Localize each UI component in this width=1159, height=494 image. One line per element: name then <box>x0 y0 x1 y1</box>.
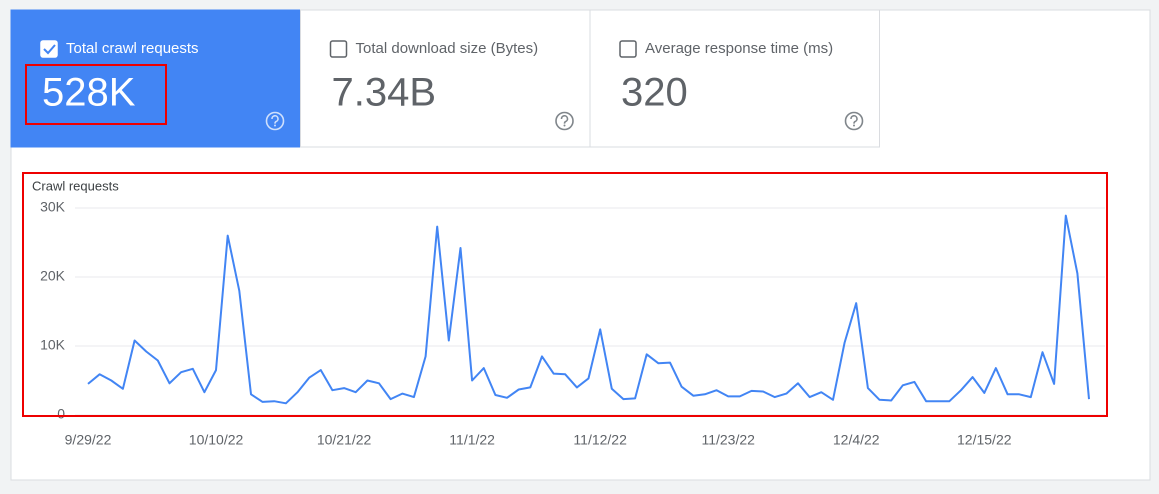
x-tick-label: 12/15/22 <box>957 432 1012 448</box>
cards: Total crawl requests 528K Total download s… <box>10 9 880 148</box>
metric-card[interactable]: Total crawl requests 528K <box>10 9 301 148</box>
checkbox[interactable] <box>329 40 348 58</box>
y-axis-label: Crawl requests <box>32 178 119 193</box>
help-icon-dot <box>853 124 855 127</box>
x-tick-label: 9/29/22 <box>65 432 112 448</box>
help-icon[interactable] <box>844 111 864 131</box>
y-tick-label: 30K <box>40 199 66 215</box>
card-value: 320 <box>621 71 688 115</box>
x-tick-label: 11/1/22 <box>449 432 495 448</box>
card-value: 528K <box>42 71 136 115</box>
metric-card[interactable]: Average response time (ms) 320 <box>589 9 880 148</box>
help-icon-glyph <box>271 115 279 124</box>
help-icon[interactable] <box>555 111 574 131</box>
y-tick-label: 0 <box>57 406 65 422</box>
highlight-box <box>22 172 1108 417</box>
y-tick-label: 20K <box>40 268 66 284</box>
card-label: Total download size (Bytes) <box>356 40 539 57</box>
x-tick-label: 10/21/22 <box>317 432 372 448</box>
x-tick-label: 10/10/22 <box>189 432 244 448</box>
x-tick-label: 11/12/22 <box>573 432 627 448</box>
highlight-box <box>25 64 167 125</box>
metric-card[interactable]: Total download size (Bytes) 7.34B <box>300 9 591 148</box>
help-icon-glyph <box>850 115 858 124</box>
card-value: 7.34B <box>332 71 437 115</box>
x-tick-label: 12/4/22 <box>833 432 880 448</box>
help-icon-dot <box>563 124 566 127</box>
help-icon-glyph <box>560 115 569 124</box>
check-mark <box>43 44 56 55</box>
data-line <box>87 214 1090 405</box>
y-tick-label: 10K <box>40 337 66 353</box>
help-icon[interactable] <box>265 111 285 131</box>
card-label: Average response time (ms) <box>645 40 833 57</box>
card-label: Total crawl requests <box>66 40 199 57</box>
x-tick-label: 11/23/22 <box>701 432 755 448</box>
help-icon-dot <box>274 124 276 127</box>
card-bg <box>589 9 880 148</box>
card-bg <box>300 9 591 148</box>
checkbox[interactable] <box>619 40 637 58</box>
checkbox[interactable] <box>40 40 58 58</box>
